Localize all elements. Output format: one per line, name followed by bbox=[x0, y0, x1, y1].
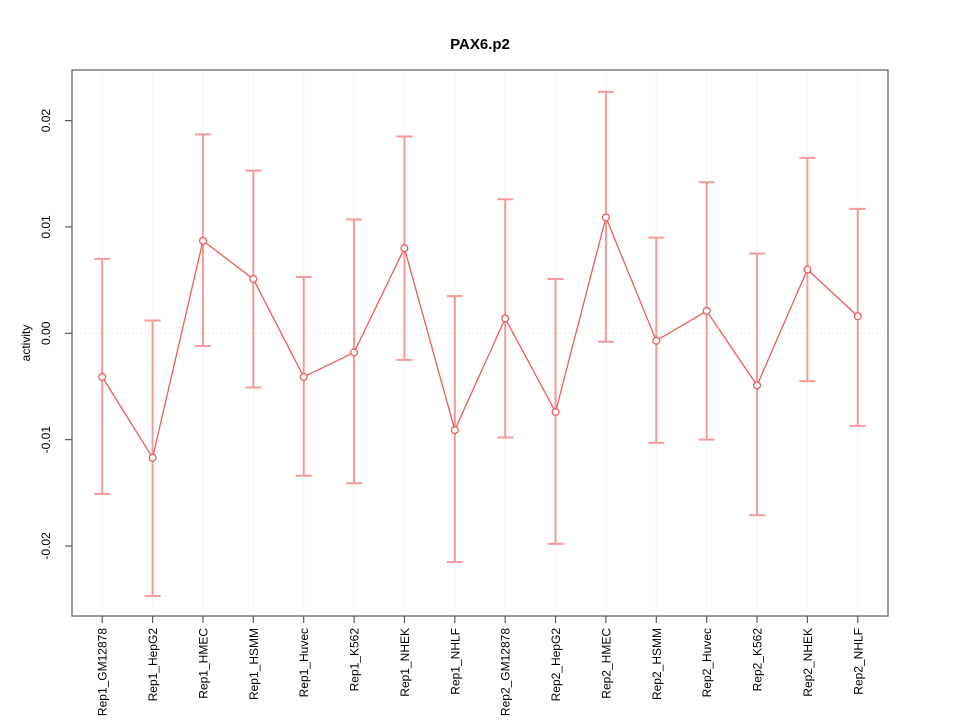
x-tick-label: Rep1_Huvec bbox=[297, 628, 311, 697]
data-point bbox=[98, 372, 107, 381]
data-point bbox=[450, 426, 459, 435]
y-tick-label: 0.02 bbox=[39, 109, 53, 133]
x-tick-label: Rep2_NHLF bbox=[851, 628, 865, 695]
x-tick-label: Rep1_NHEK bbox=[398, 628, 412, 697]
plot-area: 0.02 0.01 0.00 -0.01 -0.02 Rep1_GM12878 Rep1_H… bbox=[39, 69, 889, 716]
x-tick-label: Rep1_K562 bbox=[348, 628, 362, 692]
x-tick-label: Rep2_HMEC bbox=[599, 628, 613, 699]
data-point bbox=[249, 275, 258, 284]
x-tick-label: Rep1_HepG2 bbox=[146, 628, 160, 702]
y-tick-label: -0.01 bbox=[39, 426, 53, 454]
data-point bbox=[652, 336, 661, 345]
data-point bbox=[350, 348, 359, 357]
x-tick-label: Rep1_HSMM bbox=[247, 628, 261, 700]
data-point bbox=[702, 306, 711, 316]
y-axis-title: activity bbox=[19, 325, 33, 362]
x-tick-label: Rep2_GM12878 bbox=[499, 628, 513, 716]
data-point bbox=[853, 312, 862, 321]
x-tick-label: Rep2_NHEK bbox=[801, 628, 815, 697]
data-point bbox=[752, 381, 762, 390]
data-point bbox=[803, 265, 812, 274]
y-tick-label: 0.00 bbox=[39, 321, 53, 345]
y-tick-label: -0.02 bbox=[39, 532, 53, 560]
y-tick-label: 0.01 bbox=[39, 215, 53, 239]
data-point bbox=[501, 314, 510, 323]
data-point bbox=[551, 407, 560, 417]
x-tick-label: Rep1_NHLF bbox=[448, 628, 462, 695]
x-tick-label: Rep1_HMEC bbox=[196, 628, 210, 699]
chart-title: PAX6.p2 bbox=[450, 36, 510, 53]
x-tick-label: Rep2_Huvec bbox=[700, 628, 714, 697]
data-point bbox=[400, 244, 409, 253]
x-tick-label: Rep2_HepG2 bbox=[549, 628, 563, 702]
x-tick-label: Rep1_GM12878 bbox=[96, 628, 110, 716]
data-point bbox=[198, 236, 208, 245]
data-line bbox=[101, 215, 859, 460]
data-point bbox=[601, 213, 610, 222]
data-point bbox=[299, 372, 308, 381]
plot-box bbox=[71, 69, 889, 617]
x-tick-label: Rep2_K562 bbox=[751, 628, 765, 692]
x-tick-label: Rep2_HSMM bbox=[650, 628, 664, 700]
data-point bbox=[148, 453, 157, 462]
